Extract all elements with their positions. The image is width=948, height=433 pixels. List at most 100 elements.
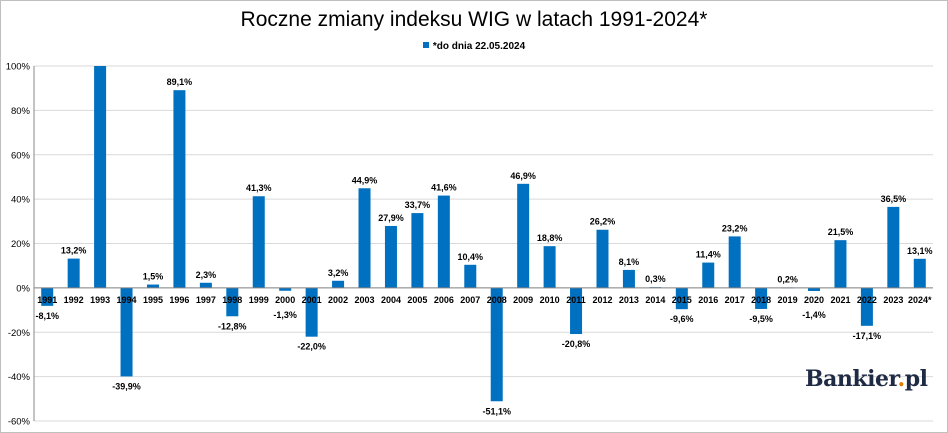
bar	[411, 213, 424, 288]
bar	[728, 236, 741, 288]
bar	[702, 262, 715, 288]
x-tick-label: 1995	[143, 295, 163, 305]
bar	[305, 287, 318, 337]
data-label: 23,2%	[722, 223, 748, 233]
x-tick-label: 2020	[804, 295, 824, 305]
data-label: -12,8%	[218, 321, 247, 331]
x-tick-label: 2015	[672, 295, 692, 305]
bar	[279, 287, 292, 291]
data-label: -17,1%	[853, 331, 882, 341]
data-label: 21,5%	[828, 227, 854, 237]
y-tick-label: 80%	[11, 106, 31, 117]
data-label: -8,1%	[35, 311, 59, 321]
bar	[94, 66, 107, 288]
bar	[517, 183, 530, 288]
data-label: -9,5%	[749, 314, 773, 324]
x-tick-label: 2022	[857, 295, 877, 305]
data-label: -22,0%	[297, 342, 326, 352]
data-label: 10,4%	[458, 252, 484, 262]
x-tick-label: 2017	[725, 295, 745, 305]
bar	[199, 282, 212, 288]
bar	[596, 229, 609, 288]
data-label: 0,2%	[777, 274, 798, 284]
data-label: 27,9%	[378, 213, 404, 223]
data-label: 33,7%	[405, 200, 431, 210]
x-tick-label: 1993	[90, 295, 110, 305]
bar	[755, 287, 768, 309]
data-label: 89,1%	[167, 77, 193, 87]
x-tick-label: 2023	[883, 295, 903, 305]
data-label: -1,3%	[273, 310, 297, 320]
bar	[834, 240, 847, 288]
x-tick-label: 2018	[751, 295, 771, 305]
x-tick-label: 2019	[778, 295, 798, 305]
bar	[860, 287, 873, 326]
data-label: 41,3%	[246, 183, 272, 193]
data-label: 13,1%	[907, 246, 933, 256]
x-tick-label: 2000	[275, 295, 295, 305]
y-tick-label: 0%	[16, 283, 30, 294]
data-label: 0,3%	[645, 274, 666, 284]
x-tick-label: 2007	[460, 295, 480, 305]
x-tick-label: 1996	[169, 295, 189, 305]
x-tick-label: 2013	[619, 295, 639, 305]
x-tick-label: 2002	[328, 295, 348, 305]
y-tick-label: 60%	[11, 150, 31, 161]
bar	[120, 287, 133, 377]
x-tick-label: 1994	[117, 295, 137, 305]
bar	[41, 287, 54, 306]
x-tick-label: 1997	[196, 295, 216, 305]
data-label: 36,5%	[881, 194, 907, 204]
x-tick-label: 1999	[249, 295, 269, 305]
bar	[675, 287, 688, 310]
data-label: 18,8%	[537, 233, 563, 243]
data-label: 46,9%	[510, 171, 536, 181]
data-label: 1,5%	[143, 272, 164, 282]
y-tick-label: -20%	[8, 328, 31, 339]
y-tick-label: 40%	[11, 195, 31, 206]
x-tick-label: 2005	[407, 295, 427, 305]
x-tick-label: 2012	[592, 295, 612, 305]
data-label: 13,2%	[61, 246, 87, 256]
x-tick-label: 2001	[302, 295, 322, 305]
x-tick-label: 2016	[698, 295, 718, 305]
legend-swatch	[422, 42, 429, 48]
x-tick-label: 2024*	[908, 295, 932, 305]
bar	[808, 287, 821, 291]
bar	[67, 258, 80, 288]
bar	[543, 246, 556, 288]
y-tick-label: 100%	[6, 62, 31, 73]
bar	[464, 264, 477, 288]
bar	[332, 280, 345, 288]
data-label: 44,9%	[352, 175, 378, 185]
bar	[384, 225, 397, 288]
data-label: -20,8%	[562, 339, 591, 349]
bar	[913, 258, 926, 288]
data-label: -9,6%	[670, 314, 694, 324]
bar	[570, 287, 583, 335]
data-label: 11,4%	[696, 250, 721, 260]
bar	[226, 287, 239, 317]
data-label: -39,9%	[112, 381, 141, 391]
data-label: 41,6%	[431, 183, 457, 193]
x-tick-label: 2004	[381, 295, 401, 305]
data-label: 26,2%	[590, 217, 616, 227]
y-tick-label: -60%	[8, 417, 31, 428]
x-tick-label: 2003	[354, 295, 374, 305]
x-tick-label: 1992	[64, 295, 84, 305]
bankier-logo: Bankier.pl	[805, 366, 928, 392]
data-label: -1,4%	[802, 310, 826, 320]
data-label: 2,3%	[196, 270, 217, 280]
chart-title: Roczne zmiany indeksu WIG w latach 1991-…	[240, 8, 708, 31]
y-tick-label: -40%	[8, 372, 31, 383]
x-tick-label: 2021	[830, 295, 850, 305]
bar	[146, 284, 159, 288]
bar	[252, 196, 265, 288]
bar	[173, 90, 186, 288]
x-tick-label: 2011	[566, 295, 586, 305]
bar	[622, 269, 635, 288]
data-label: -51,1%	[482, 406, 511, 416]
bar	[887, 206, 900, 288]
